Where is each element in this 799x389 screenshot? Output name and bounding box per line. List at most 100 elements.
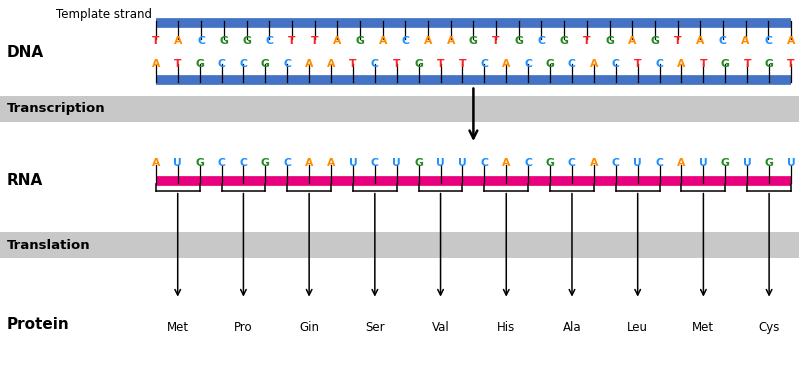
Text: C: C bbox=[480, 158, 488, 168]
Text: C: C bbox=[480, 59, 488, 69]
Text: C: C bbox=[240, 158, 248, 168]
Text: C: C bbox=[568, 158, 576, 168]
Text: A: A bbox=[327, 59, 336, 69]
Text: T: T bbox=[492, 36, 500, 46]
Text: T: T bbox=[152, 36, 160, 46]
Text: Met: Met bbox=[167, 321, 189, 334]
Text: T: T bbox=[437, 59, 444, 69]
Text: C: C bbox=[524, 59, 532, 69]
Text: U: U bbox=[787, 158, 795, 168]
Text: G: G bbox=[261, 59, 270, 69]
Text: C: C bbox=[524, 158, 532, 168]
Text: U: U bbox=[699, 158, 708, 168]
Text: T: T bbox=[174, 59, 181, 69]
Text: A: A bbox=[327, 158, 336, 168]
Text: G: G bbox=[560, 36, 569, 46]
Text: C: C bbox=[240, 59, 248, 69]
Text: T: T bbox=[311, 36, 318, 46]
Text: A: A bbox=[152, 59, 160, 69]
Text: Ala: Ala bbox=[562, 321, 582, 334]
Text: G: G bbox=[414, 59, 423, 69]
Text: A: A bbox=[333, 36, 341, 46]
Text: A: A bbox=[423, 36, 432, 46]
Text: A: A bbox=[502, 158, 511, 168]
Text: T: T bbox=[349, 59, 356, 69]
Text: Translation: Translation bbox=[6, 238, 90, 252]
Text: U: U bbox=[436, 158, 445, 168]
Text: T: T bbox=[634, 59, 642, 69]
Text: U: U bbox=[173, 158, 182, 168]
Text: C: C bbox=[612, 158, 620, 168]
Bar bbox=[0, 232, 799, 258]
Text: T: T bbox=[393, 59, 400, 69]
Text: T: T bbox=[743, 59, 751, 69]
Text: C: C bbox=[283, 59, 291, 69]
Text: Ser: Ser bbox=[365, 321, 384, 334]
Text: G: G bbox=[765, 158, 773, 168]
Text: C: C bbox=[568, 59, 576, 69]
Text: G: G bbox=[356, 36, 364, 46]
Text: U: U bbox=[743, 158, 752, 168]
Text: C: C bbox=[197, 36, 205, 46]
Text: A: A bbox=[590, 158, 598, 168]
Text: T: T bbox=[459, 59, 466, 69]
Text: His: His bbox=[497, 321, 515, 334]
Text: A: A bbox=[678, 59, 686, 69]
Text: G: G bbox=[765, 59, 773, 69]
Text: G: G bbox=[242, 36, 251, 46]
Text: C: C bbox=[401, 36, 409, 46]
Text: C: C bbox=[538, 36, 546, 46]
Text: A: A bbox=[152, 158, 160, 168]
Text: A: A bbox=[787, 36, 795, 46]
Text: G: G bbox=[546, 158, 555, 168]
Text: A: A bbox=[590, 59, 598, 69]
Text: C: C bbox=[217, 158, 225, 168]
Text: U: U bbox=[392, 158, 401, 168]
Text: T: T bbox=[288, 36, 296, 46]
Text: Template strand: Template strand bbox=[56, 9, 152, 21]
Text: Pro: Pro bbox=[234, 321, 252, 334]
Text: Met: Met bbox=[692, 321, 714, 334]
Text: G: G bbox=[515, 36, 523, 46]
Text: C: C bbox=[265, 36, 273, 46]
Text: T: T bbox=[674, 36, 682, 46]
Text: RNA: RNA bbox=[6, 173, 42, 188]
Text: A: A bbox=[305, 59, 313, 69]
Text: Transcription: Transcription bbox=[6, 102, 105, 116]
Text: T: T bbox=[583, 36, 590, 46]
Text: C: C bbox=[656, 158, 664, 168]
Text: C: C bbox=[371, 158, 379, 168]
Text: A: A bbox=[741, 36, 749, 46]
Text: A: A bbox=[678, 158, 686, 168]
Text: T: T bbox=[787, 59, 795, 69]
Text: G: G bbox=[650, 36, 659, 46]
Text: DNA: DNA bbox=[6, 45, 43, 60]
Text: G: G bbox=[220, 36, 229, 46]
Text: G: G bbox=[721, 158, 729, 168]
Text: G: G bbox=[721, 59, 729, 69]
Text: Cys: Cys bbox=[758, 321, 780, 334]
Text: G: G bbox=[414, 158, 423, 168]
Text: Gin: Gin bbox=[299, 321, 319, 334]
Text: T: T bbox=[700, 59, 707, 69]
Text: C: C bbox=[656, 59, 664, 69]
Text: C: C bbox=[765, 36, 773, 46]
Text: A: A bbox=[305, 158, 313, 168]
Text: U: U bbox=[348, 158, 357, 168]
Text: A: A bbox=[447, 36, 455, 46]
Bar bbox=[0, 96, 799, 122]
Text: C: C bbox=[371, 59, 379, 69]
Text: A: A bbox=[502, 59, 511, 69]
Text: U: U bbox=[634, 158, 642, 168]
Text: U: U bbox=[458, 158, 467, 168]
Text: G: G bbox=[469, 36, 478, 46]
Text: A: A bbox=[628, 36, 636, 46]
Text: G: G bbox=[195, 158, 204, 168]
Text: A: A bbox=[696, 36, 705, 46]
Text: Leu: Leu bbox=[627, 321, 648, 334]
Text: G: G bbox=[546, 59, 555, 69]
Text: Val: Val bbox=[431, 321, 449, 334]
Text: Protein: Protein bbox=[6, 317, 70, 332]
Text: A: A bbox=[379, 36, 387, 46]
Text: G: G bbox=[605, 36, 614, 46]
